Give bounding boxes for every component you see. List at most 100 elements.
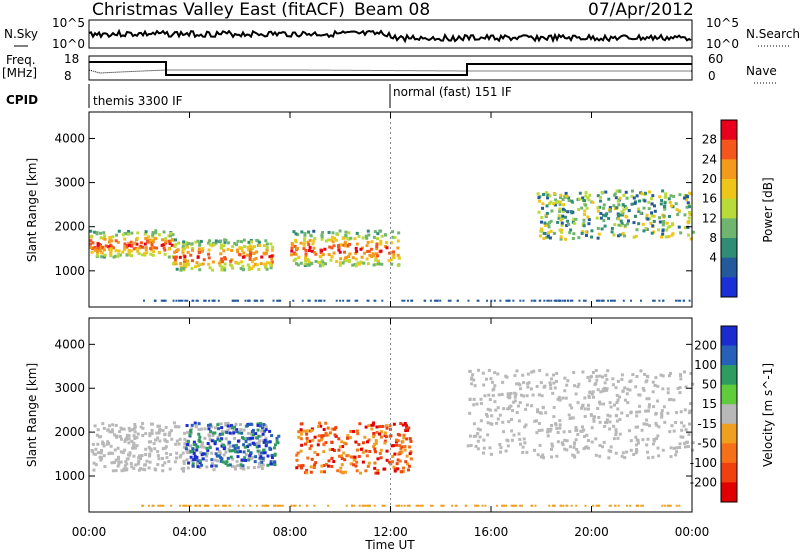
heatmap-cell <box>596 236 600 240</box>
heatmap-cell <box>628 388 632 392</box>
heatmap-cell <box>602 299 605 302</box>
heatmap-cell <box>615 393 619 397</box>
heatmap-cell <box>569 299 572 302</box>
heatmap-cell <box>602 213 605 217</box>
heatmap-cell <box>340 463 344 467</box>
heatmap-cell <box>622 193 626 197</box>
heatmap-cell <box>561 210 565 214</box>
heatmap-cell <box>668 225 672 229</box>
heatmap-cell <box>355 448 359 452</box>
colorbar-swatch <box>721 120 737 141</box>
heatmap-cell <box>366 249 370 253</box>
heatmap-cell <box>143 468 147 472</box>
heatmap-cell <box>660 411 664 415</box>
heatmap-cell <box>684 198 688 202</box>
heatmap-cell <box>338 229 342 233</box>
heatmap-cell <box>264 428 268 432</box>
heatmap-cell <box>360 261 364 265</box>
heatmap-cell <box>486 407 490 411</box>
heatmap-cell <box>614 451 618 455</box>
heatmap-cell <box>115 233 119 237</box>
heatmap-cell <box>133 425 137 429</box>
heatmap-cell <box>374 258 378 262</box>
heatmap-cell <box>150 243 154 247</box>
heatmap-cell <box>654 376 658 380</box>
heatmap-cell <box>590 392 594 396</box>
heatmap-cell <box>548 429 552 433</box>
heatmap-cell <box>649 197 653 201</box>
heatmap-cell <box>316 443 320 447</box>
heatmap-cell <box>662 405 666 409</box>
heatmap-cell <box>186 430 190 434</box>
heatmap-cell <box>259 434 263 438</box>
heatmap-cell <box>582 212 586 216</box>
heatmap-cell <box>646 375 650 379</box>
heatmap-cell <box>175 451 179 455</box>
heatmap-cell <box>313 237 317 241</box>
heatmap-cell <box>592 419 596 423</box>
heatmap-cell <box>232 428 236 432</box>
heatmap-cell <box>103 465 107 469</box>
heatmap-cell <box>344 230 348 234</box>
heatmap-cell <box>256 423 260 427</box>
heatmap-cell <box>231 266 235 270</box>
y-tick-label: 1000 <box>54 469 85 483</box>
heatmap-cell <box>518 401 522 405</box>
heatmap-cell <box>163 299 166 302</box>
heatmap-cell <box>342 451 346 455</box>
heatmap-cell <box>107 245 111 249</box>
heatmap-cell <box>338 454 342 458</box>
heatmap-cell <box>89 239 93 243</box>
heatmap-cell <box>306 456 310 460</box>
heatmap-cell <box>572 371 576 375</box>
heatmap-cell <box>614 428 618 432</box>
heatmap-cell <box>609 405 613 409</box>
heatmap-cell <box>271 245 275 249</box>
heatmap-cell <box>675 208 679 212</box>
heatmap-cell <box>382 467 386 471</box>
heatmap-cell <box>185 504 188 507</box>
heatmap-cell <box>641 438 645 442</box>
heatmap-cell <box>235 299 238 302</box>
heatmap-cell <box>661 387 665 391</box>
heatmap-cell <box>326 433 330 437</box>
heatmap-cell <box>435 299 438 302</box>
heatmap-cell <box>614 433 618 437</box>
heatmap-cell <box>177 241 181 245</box>
heatmap-cell <box>542 456 546 460</box>
heatmap-cell <box>133 436 137 440</box>
heatmap-cell <box>591 371 595 375</box>
heatmap-cell <box>523 441 527 445</box>
heatmap-cell <box>188 444 192 448</box>
heatmap-cell <box>330 255 334 259</box>
heatmap-cell <box>147 235 151 239</box>
heatmap-cell <box>234 450 238 454</box>
heatmap-cell <box>373 442 377 446</box>
heatmap-cell <box>665 228 669 232</box>
heatmap-cell <box>296 233 300 237</box>
freq-tick-bottom: 8 <box>64 69 72 83</box>
heatmap-cell <box>652 405 656 409</box>
heatmap-cell <box>316 424 320 428</box>
heatmap-cell <box>613 223 617 227</box>
heatmap-cell <box>231 457 235 461</box>
heatmap-cell <box>273 463 277 467</box>
heatmap-cell <box>503 504 506 507</box>
heatmap-cell <box>100 255 104 259</box>
heatmap-cell <box>405 437 409 441</box>
heatmap-cell <box>375 430 379 434</box>
heatmap-cell <box>148 447 152 451</box>
heatmap-cell <box>552 381 556 385</box>
heatmap-cell <box>661 229 665 233</box>
heatmap-cell <box>327 253 331 257</box>
heatmap-cell <box>671 232 675 236</box>
heatmap-cell <box>311 438 315 442</box>
heatmap-cell <box>626 401 630 405</box>
heatmap-cell <box>292 299 295 302</box>
heatmap-cell <box>687 422 691 426</box>
heatmap-cell <box>330 457 334 461</box>
heatmap-cell <box>148 460 152 464</box>
heatmap-cell <box>179 261 183 265</box>
